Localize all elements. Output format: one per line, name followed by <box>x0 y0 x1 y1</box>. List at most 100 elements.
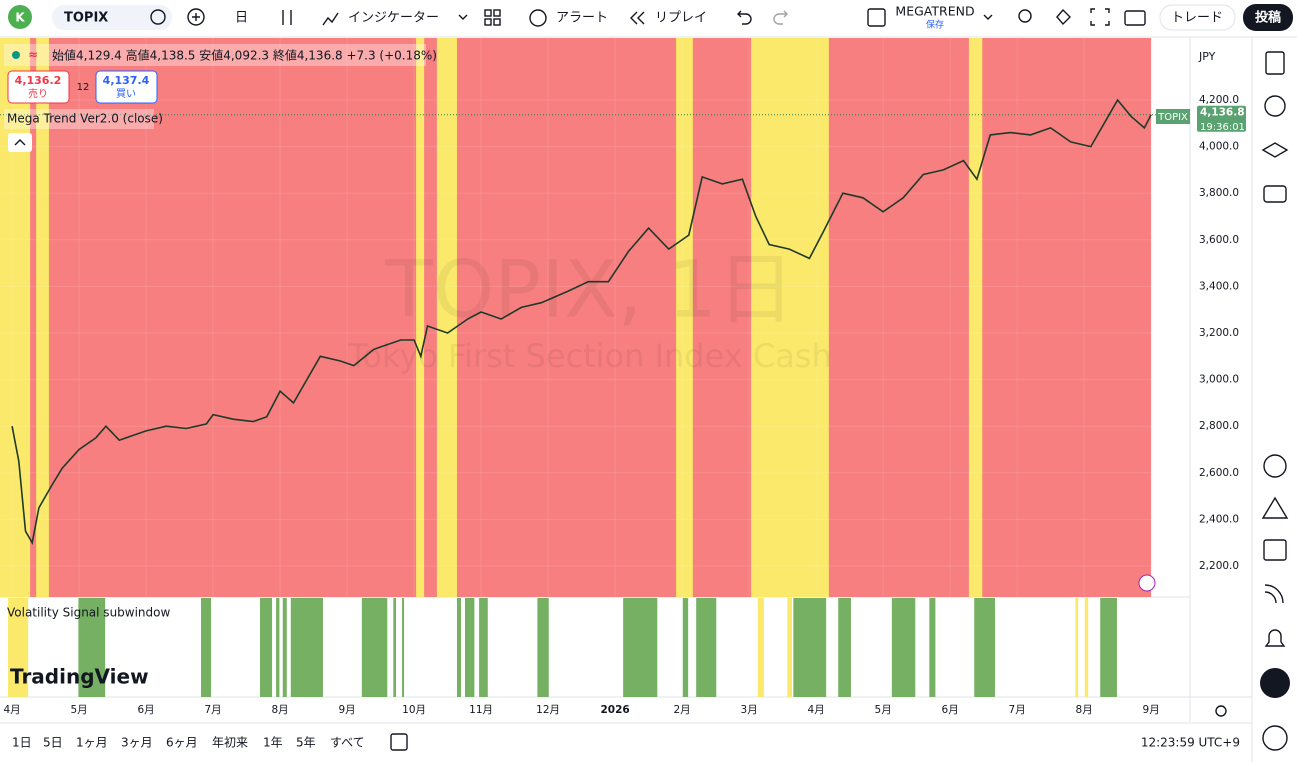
buy: 買い <box>116 88 136 100</box>
signal-bar <box>623 598 658 697</box>
clock-icon[interactable] <box>1264 95 1286 117</box>
signal-bar <box>78 598 106 697</box>
range-button[interactable]: 1ヶ月 <box>76 736 108 750</box>
symbol: TOPIX <box>64 11 108 26</box>
x-tick-label: 5月 <box>875 704 892 716</box>
range-button[interactable]: 5年 <box>296 736 316 750</box>
icon <box>150 9 166 25</box>
chat-icon[interactable] <box>1263 185 1287 203</box>
zone <box>436 38 457 597</box>
signal-bar <box>201 598 212 697</box>
range-button[interactable]: 3ヶ月 <box>121 736 153 750</box>
signal-bar <box>793 598 827 697</box>
buy-button[interactable] <box>95 70 158 104</box>
ideas-icon[interactable] <box>1261 496 1289 519</box>
signal-bar <box>402 598 405 697</box>
apps-button[interactable] <box>1260 668 1290 698</box>
x-tick-label: 11月 <box>469 704 493 716</box>
sell: 売り <box>28 87 48 100</box>
watchlist-icon[interactable] <box>1265 51 1285 75</box>
layout-icon[interactable] <box>867 8 886 27</box>
range-button[interactable]: 5日 <box>43 736 63 750</box>
range-button[interactable]: 1年 <box>263 736 283 750</box>
add-icon[interactable] <box>187 8 205 26</box>
calendar-icon[interactable] <box>1263 539 1287 561</box>
status-dot <box>12 51 20 59</box>
range-bar: 1日 5日 1ヶ月 3ヶ月 6ヶ月 年初来 1年 5年 すべて <box>12 736 365 750</box>
trend-background <box>0 38 1152 597</box>
bell-icon[interactable] <box>1264 629 1286 647</box>
signal-zone <box>1075 598 1079 697</box>
signal-zone <box>757 598 764 697</box>
trade-button[interactable] <box>1159 4 1236 31</box>
undo-icon[interactable] <box>737 10 752 25</box>
buy-price: 4,137.4 <box>103 74 150 87</box>
save-status: 保存 <box>926 19 944 31</box>
signal-bar <box>393 598 396 697</box>
avatar-letter: K <box>15 11 25 25</box>
publish-button[interactable] <box>1243 4 1293 31</box>
icon[interactable] <box>484 9 492 17</box>
signal-bar <box>682 598 689 697</box>
help-icon[interactable] <box>1262 725 1288 751</box>
alert[interactable]: アラート <box>556 11 608 26</box>
y-tick-label: 3,400.0 <box>1199 280 1239 292</box>
layout-name[interactable]: MEGATREND <box>895 4 974 19</box>
range-button[interactable]: 6ヶ月 <box>166 736 198 750</box>
y-tick-label: 3,800.0 <box>1199 187 1239 199</box>
search-icon[interactable] <box>1018 9 1032 23</box>
y-tick-label: 2,600.0 <box>1199 467 1239 479</box>
x-tick-label: 9月 <box>338 704 355 716</box>
fullscreen-icon[interactable] <box>1090 8 1110 26</box>
y-tick-label: 3,200.0 <box>1199 327 1239 339</box>
currency[interactable]: JPY <box>1198 50 1216 63</box>
zone <box>416 38 425 597</box>
y-tick-label: 4,000.0 <box>1199 141 1239 153</box>
x-tick-label: 8月 <box>1076 704 1093 716</box>
redo-icon[interactable] <box>773 10 788 25</box>
signal-bar <box>456 598 461 697</box>
avatar[interactable] <box>8 5 32 29</box>
y-tick-label: 2,200.0 <box>1199 560 1239 572</box>
x-tick-label: 7月 <box>204 704 221 716</box>
subwindow-title: Volatility Signal subwindow <box>7 606 170 620</box>
sidebar <box>1261 51 1289 751</box>
replay-icon <box>630 11 645 25</box>
signal-bar <box>361 598 388 697</box>
toolbar <box>0 0 1297 37</box>
legend-bg <box>4 44 426 66</box>
sell-price: 4,136.2 <box>15 74 62 87</box>
x-tick-label: 4月 <box>808 704 825 716</box>
range-button[interactable]: すべて <box>330 736 365 750</box>
settings-icon[interactable] <box>1056 8 1071 26</box>
flash-icon[interactable] <box>1138 574 1156 592</box>
candle-icon[interactable] <box>282 10 292 25</box>
sell-button[interactable] <box>7 70 70 104</box>
icon <box>458 14 468 20</box>
signal-bar <box>479 598 488 697</box>
interval[interactable]: 日 <box>235 11 248 26</box>
range-button[interactable]: 年初来 <box>212 736 248 750</box>
axis-settings[interactable] <box>1215 705 1227 717</box>
alert-icon <box>529 9 547 27</box>
replay[interactable]: リプレイ <box>655 11 707 26</box>
camera-icon[interactable] <box>1124 10 1146 26</box>
layers-icon[interactable] <box>1261 142 1289 158</box>
zone <box>751 38 829 597</box>
range-button[interactable]: 1日 <box>12 736 32 750</box>
target-icon[interactable] <box>1263 454 1287 478</box>
signal-bar <box>974 598 996 697</box>
indicators[interactable]: インジケーター <box>348 11 439 26</box>
signal-bar <box>282 598 287 697</box>
indicator-name: Mega Trend Ver2.0 (close) <box>7 112 163 126</box>
signal-bar <box>259 598 273 697</box>
symbol-search[interactable] <box>52 5 172 30</box>
price-line <box>11 98 1152 545</box>
date-range-icon[interactable] <box>390 733 408 751</box>
stream-icon[interactable] <box>1264 584 1284 604</box>
collapse-button[interactable] <box>8 133 32 152</box>
signal-bar <box>290 598 323 697</box>
x-tick-label: 2026 <box>600 704 629 716</box>
spread: 12 <box>77 82 90 93</box>
x-tick-label: 4月 <box>3 704 20 716</box>
